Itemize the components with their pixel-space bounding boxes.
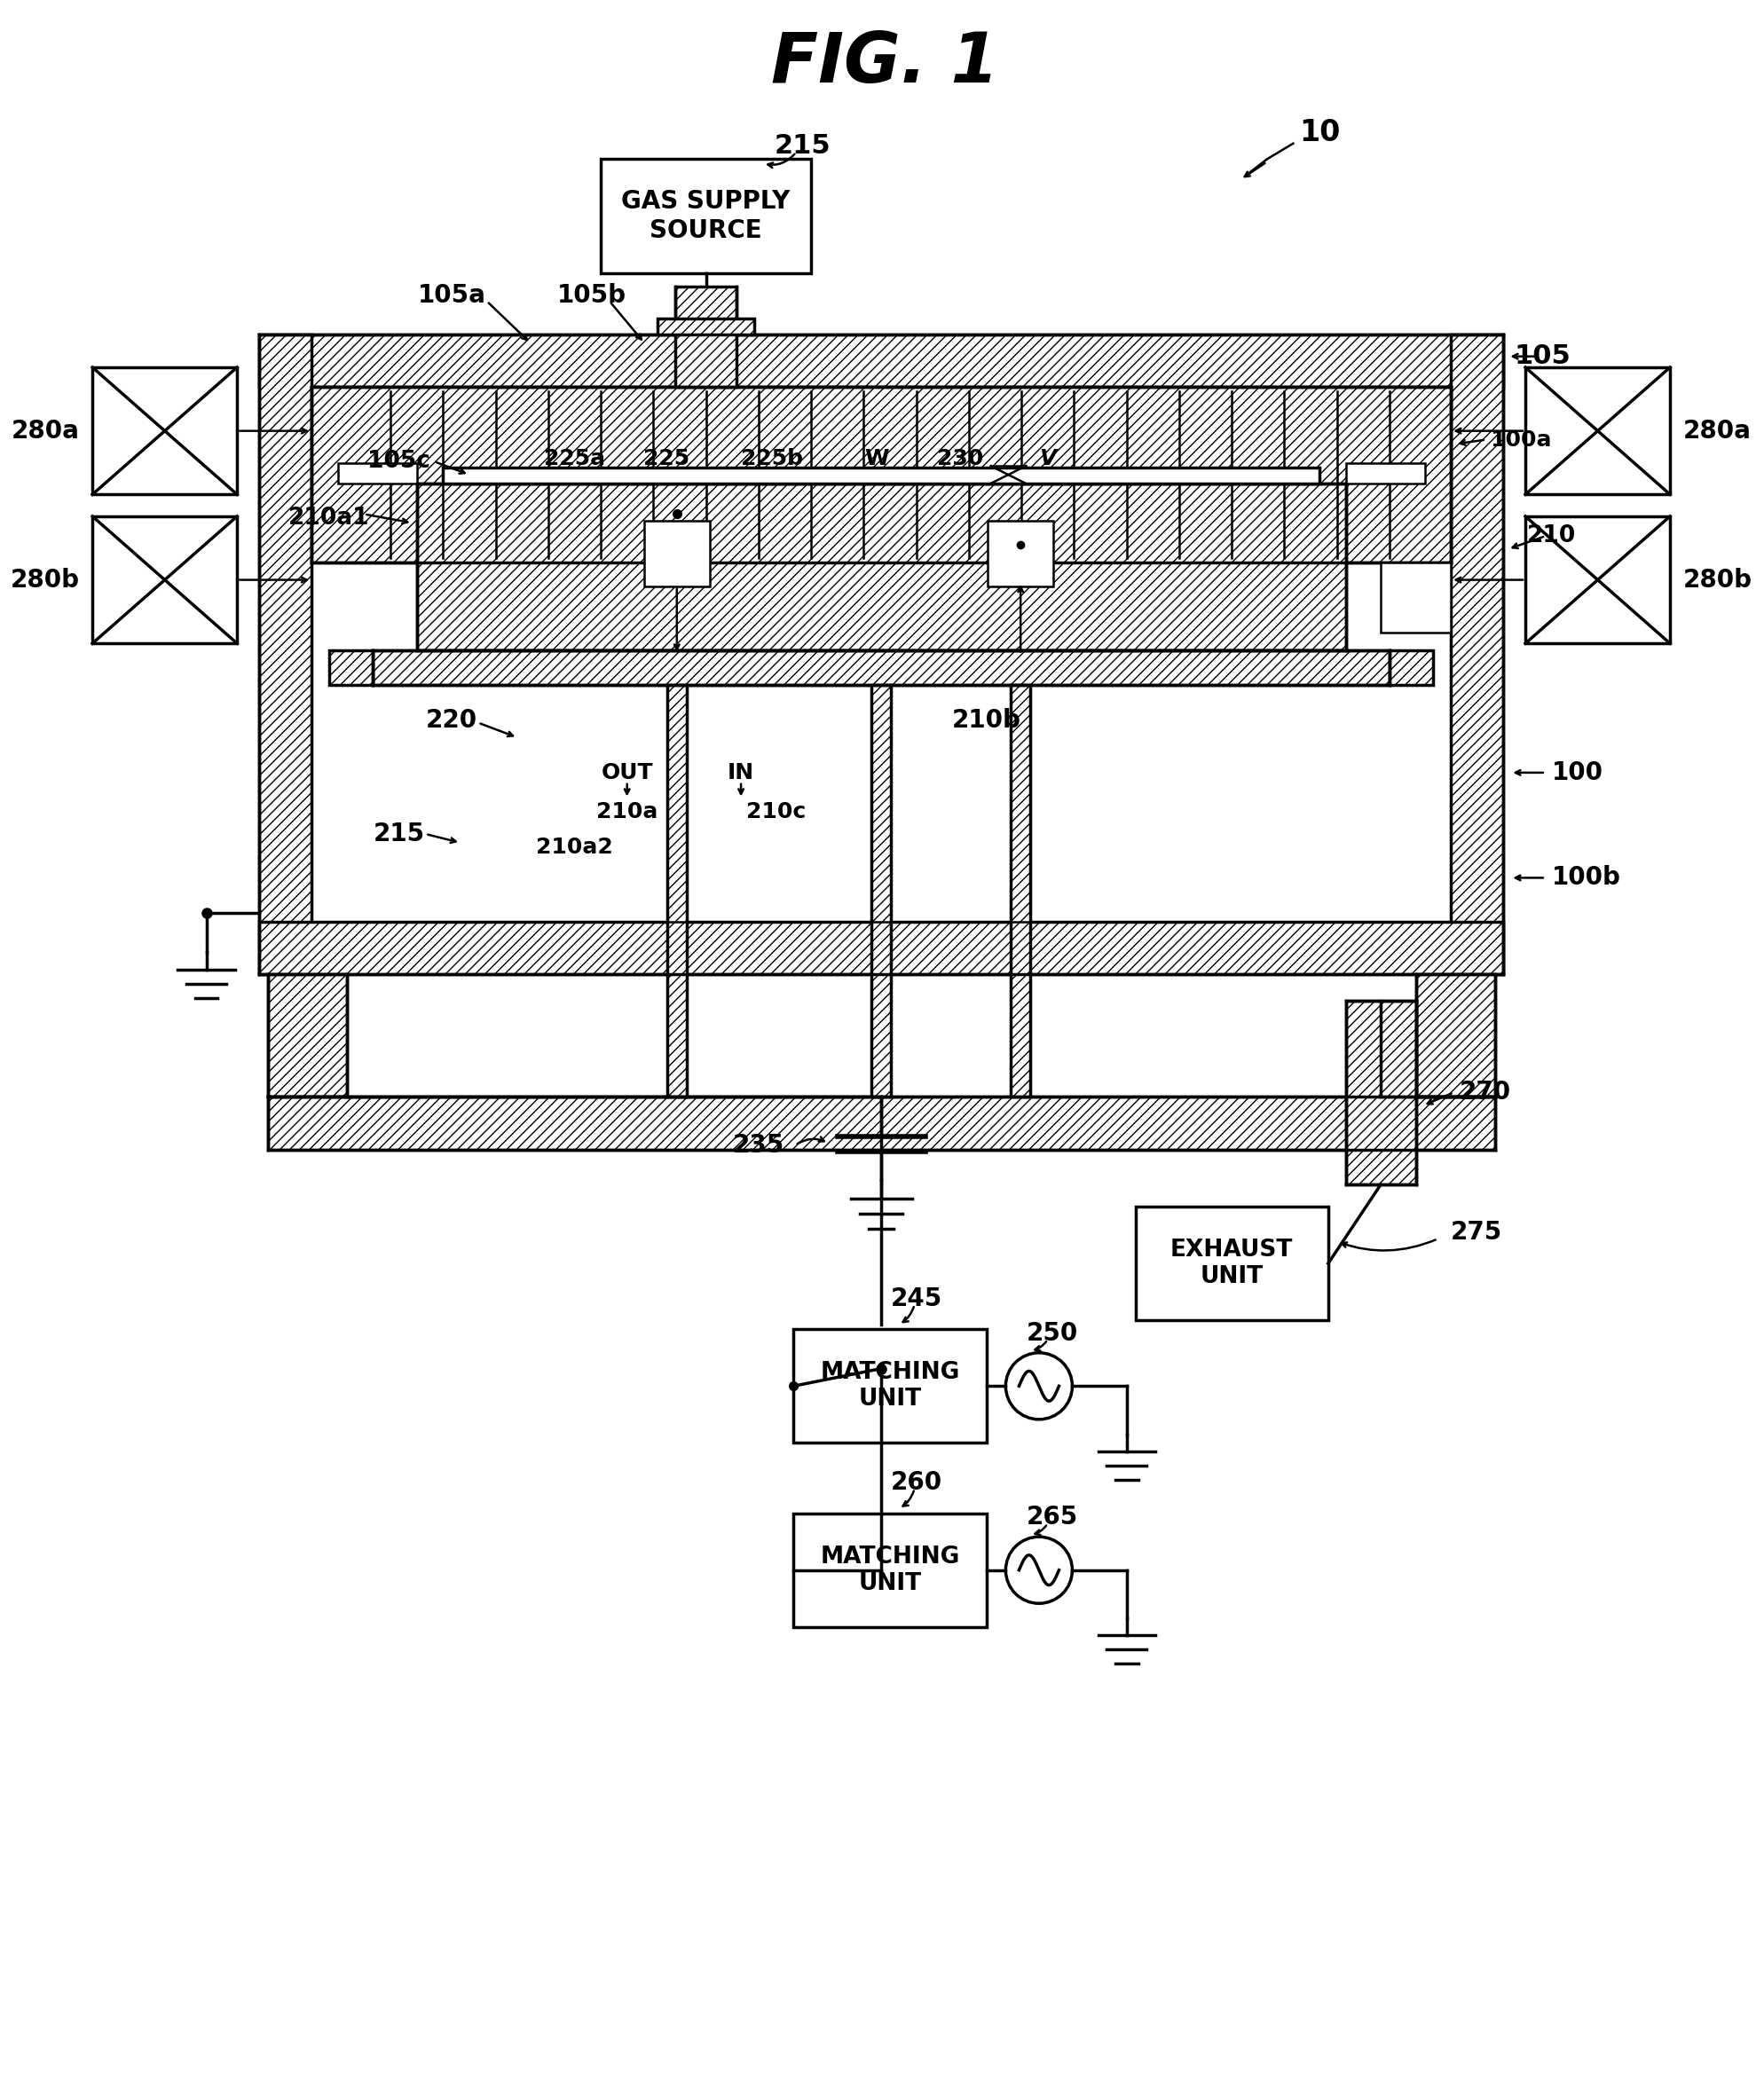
Text: 275: 275 <box>1452 1220 1503 1245</box>
Bar <box>1452 334 1503 974</box>
Text: 215: 215 <box>774 132 831 160</box>
Bar <box>1526 517 1671 643</box>
Text: 210a1: 210a1 <box>289 506 370 529</box>
Bar <box>1011 685 1030 1096</box>
Bar <box>1346 464 1425 483</box>
Text: 105: 105 <box>1515 344 1572 370</box>
Text: 225b: 225b <box>741 447 803 470</box>
Bar <box>658 319 755 334</box>
Bar <box>92 367 236 493</box>
Bar <box>372 651 1390 685</box>
Text: 215: 215 <box>374 821 425 846</box>
Text: 105a: 105a <box>418 284 485 307</box>
Text: V: V <box>1039 447 1057 470</box>
Bar <box>667 685 686 1096</box>
Text: 280a: 280a <box>1683 418 1752 443</box>
Text: 235: 235 <box>734 1132 785 1157</box>
Text: MATCHING
UNIT: MATCHING UNIT <box>820 1361 960 1411</box>
Text: 225a: 225a <box>543 447 605 470</box>
Bar <box>268 974 346 1096</box>
Bar <box>259 334 1503 386</box>
Text: 260: 260 <box>891 1470 942 1495</box>
Text: 270: 270 <box>1459 1079 1512 1105</box>
Bar <box>1136 1205 1328 1321</box>
Text: 210b: 210b <box>953 708 1021 733</box>
Text: 265: 265 <box>1027 1506 1078 1531</box>
Bar <box>1526 367 1671 493</box>
Text: MATCHING
UNIT: MATCHING UNIT <box>820 1546 960 1594</box>
Text: 230: 230 <box>937 447 983 470</box>
Bar <box>871 685 891 1096</box>
Text: FIG. 1: FIG. 1 <box>771 29 998 97</box>
Text: 220: 220 <box>425 708 478 733</box>
Bar <box>443 468 1319 483</box>
Bar <box>416 483 1346 651</box>
Bar <box>1390 651 1434 685</box>
Bar <box>1381 563 1452 632</box>
Bar <box>794 1514 986 1628</box>
Text: 100: 100 <box>1552 760 1603 785</box>
Bar <box>339 464 416 483</box>
Bar <box>602 160 811 273</box>
Text: 210c: 210c <box>746 802 806 823</box>
Text: EXHAUST
UNIT: EXHAUST UNIT <box>1170 1239 1293 1287</box>
Bar <box>991 466 1027 483</box>
Text: 10: 10 <box>1298 118 1341 147</box>
Bar <box>268 1096 1494 1149</box>
Bar <box>644 521 709 586</box>
Text: 210a: 210a <box>596 802 658 823</box>
Text: GAS SUPPLY
SOURCE: GAS SUPPLY SOURCE <box>621 189 790 244</box>
Text: IN: IN <box>727 762 755 783</box>
Text: 100a: 100a <box>1491 428 1552 449</box>
Bar <box>92 517 236 643</box>
Text: 105b: 105b <box>557 284 626 307</box>
Text: 210: 210 <box>1528 525 1577 548</box>
Text: 225: 225 <box>644 447 690 470</box>
Bar <box>259 334 312 974</box>
Bar <box>1346 1000 1416 1184</box>
Text: 100b: 100b <box>1552 865 1621 890</box>
Bar <box>676 286 737 386</box>
Bar <box>330 651 372 685</box>
Text: 280a: 280a <box>11 418 79 443</box>
Bar <box>988 521 1053 586</box>
Text: OUT: OUT <box>602 762 653 783</box>
Bar <box>259 922 1503 974</box>
Text: 245: 245 <box>891 1285 942 1310</box>
Bar <box>794 1329 986 1443</box>
Text: 280b: 280b <box>1683 567 1752 592</box>
Bar <box>312 386 1452 563</box>
Text: W: W <box>864 447 889 470</box>
Bar <box>1416 974 1494 1096</box>
Text: 210a2: 210a2 <box>536 836 612 857</box>
Text: 280b: 280b <box>11 567 79 592</box>
Text: 105c: 105c <box>367 449 430 472</box>
Text: 250: 250 <box>1027 1321 1078 1346</box>
